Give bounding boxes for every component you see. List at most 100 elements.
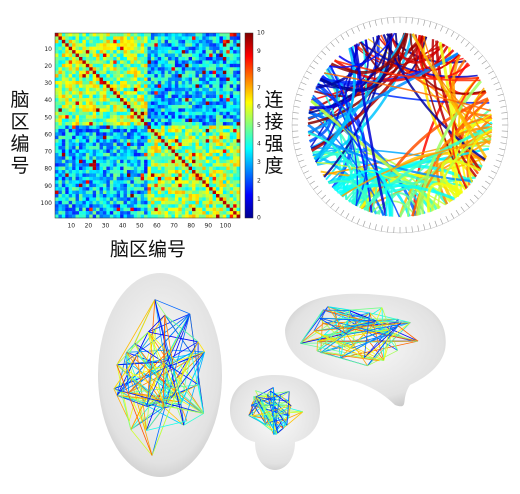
heatmap-cell	[72, 200, 76, 205]
heatmap-cell	[171, 53, 176, 58]
heatmap-cell	[161, 166, 165, 171]
heatmap-cell	[102, 176, 107, 181]
heatmap-cell	[216, 104, 220, 109]
heatmap-cell	[116, 50, 121, 54]
heatmap-cell	[102, 125, 107, 130]
heatmap-cell	[75, 80, 80, 85]
edge	[340, 320, 377, 359]
heatmap-cell	[195, 122, 200, 126]
heatmap-cell	[89, 214, 93, 219]
heatmap-cell	[202, 84, 206, 89]
heatmap-cell	[123, 108, 128, 112]
heatmap-cell	[161, 125, 165, 130]
heatmap-cell	[212, 180, 217, 184]
heatmap-cell	[222, 180, 227, 184]
heatmap-cell	[61, 111, 66, 116]
heatmap-cell	[65, 46, 69, 51]
heatmap-cell	[133, 211, 138, 215]
heatmap-cell	[75, 104, 80, 109]
heatmap-cell	[109, 98, 114, 102]
heatmap-cell	[198, 94, 203, 99]
ring-tick	[455, 210, 460, 216]
heatmap-cell	[126, 159, 131, 164]
heatmap-cell	[123, 214, 128, 219]
heatmap-cell	[147, 91, 152, 95]
heatmap-cell	[171, 39, 176, 44]
heatmap-cell	[185, 80, 189, 85]
heatmap-cell	[161, 39, 165, 44]
heatmap-cell	[171, 63, 176, 68]
heatmap-cell	[68, 214, 73, 219]
heatmap-cell	[209, 159, 213, 164]
heatmap-cell	[65, 211, 69, 215]
edge	[274, 411, 304, 425]
heatmap-cell	[78, 152, 83, 157]
heatmap-cell	[82, 101, 87, 106]
heatmap-cell	[58, 187, 63, 191]
heatmap-cell	[120, 142, 124, 147]
heatmap-cell	[133, 187, 138, 191]
heatmap-cell	[168, 104, 172, 109]
heatmap-cell	[102, 70, 107, 75]
heatmap-cell	[236, 194, 241, 198]
heatmap-cell	[106, 211, 111, 215]
heatmap-cell	[171, 211, 176, 215]
heatmap-cell	[137, 125, 141, 130]
heatmap-cell	[113, 190, 117, 195]
heatmap-cell	[99, 115, 104, 119]
heatmap-cell	[233, 166, 237, 171]
heatmap-cell	[65, 111, 69, 116]
heatmap-cell	[116, 187, 121, 191]
heatmap-cell	[178, 176, 182, 181]
heatmap-cell	[168, 200, 172, 205]
heatmap-cell	[192, 180, 196, 184]
heatmap-cell	[192, 211, 196, 215]
heatmap-cell	[168, 163, 172, 167]
heatmap-cell	[174, 146, 179, 150]
heatmap-cell	[202, 63, 206, 68]
heatmap-cell	[55, 183, 59, 188]
heatmap-cell	[92, 39, 97, 44]
heatmap-cell	[164, 53, 169, 58]
heatmap-cell	[233, 176, 237, 181]
heatmap-cell	[130, 91, 134, 95]
heatmap-cell	[195, 50, 200, 54]
heatmap-cell	[133, 33, 138, 37]
heatmap-cell	[133, 111, 138, 116]
heatmap-cell	[78, 33, 83, 37]
heatmap-cell	[161, 56, 165, 61]
heatmap-cell	[219, 204, 224, 208]
heatmap-cell	[222, 170, 227, 174]
heatmap-cell	[96, 111, 100, 116]
heatmap-cell	[178, 125, 182, 130]
heatmap-cell	[106, 139, 111, 143]
heatmap-cell	[92, 46, 97, 51]
heatmap-cell	[171, 166, 176, 171]
heatmap-cell	[55, 139, 59, 143]
heatmap-cell	[92, 142, 97, 147]
ring-tick	[380, 18, 383, 25]
heatmap-cell	[78, 53, 83, 58]
heatmap-cell	[140, 74, 145, 78]
heatmap-cell	[185, 122, 189, 126]
heatmap-cell	[198, 207, 203, 212]
heatmap-cell	[133, 98, 138, 102]
heatmap-cell	[161, 132, 165, 136]
heatmap-cell	[171, 142, 176, 147]
heatmap-cell	[178, 94, 182, 99]
heatmap-cell	[123, 180, 128, 184]
heatmap-cell	[236, 115, 241, 119]
heatmap-cell	[140, 115, 145, 119]
heatmap-cell	[171, 104, 176, 109]
heatmap-cell	[123, 159, 128, 164]
heatmap-cell	[171, 111, 176, 116]
x-tick-label: 40	[119, 223, 127, 230]
heatmap-cell	[229, 94, 234, 99]
heatmap-cell	[137, 53, 141, 58]
heatmap-cell	[174, 50, 179, 54]
heatmap-cell	[85, 63, 90, 68]
edge	[319, 317, 377, 322]
heatmap-cell	[157, 214, 162, 219]
ring-tick	[351, 216, 355, 222]
heatmap-cell	[212, 183, 217, 188]
